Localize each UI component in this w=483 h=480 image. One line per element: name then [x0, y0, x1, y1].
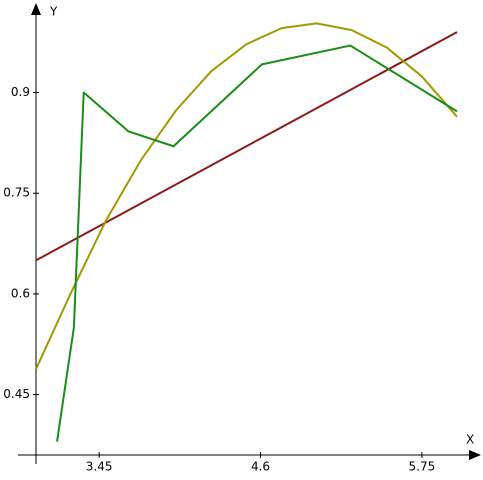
- y-tick-label: 0.45: [3, 387, 30, 401]
- x-tick-label: 4.6: [251, 460, 270, 474]
- x-axis-label: X: [466, 433, 474, 447]
- y-axis-label: Y: [49, 5, 58, 19]
- y-tick-label: 0.9: [11, 85, 30, 99]
- series-line: [56, 44, 458, 442]
- y-tick-label: 0.75: [3, 186, 30, 200]
- x-tick-label: 3.45: [86, 460, 113, 474]
- y-axis-arrow: [31, 3, 41, 15]
- y-tick-label: 0.6: [11, 286, 30, 300]
- series-line: [35, 31, 458, 262]
- x-axis-arrow: [469, 450, 481, 460]
- x-tick-label: 5.75: [409, 460, 436, 474]
- series-line: [35, 22, 458, 370]
